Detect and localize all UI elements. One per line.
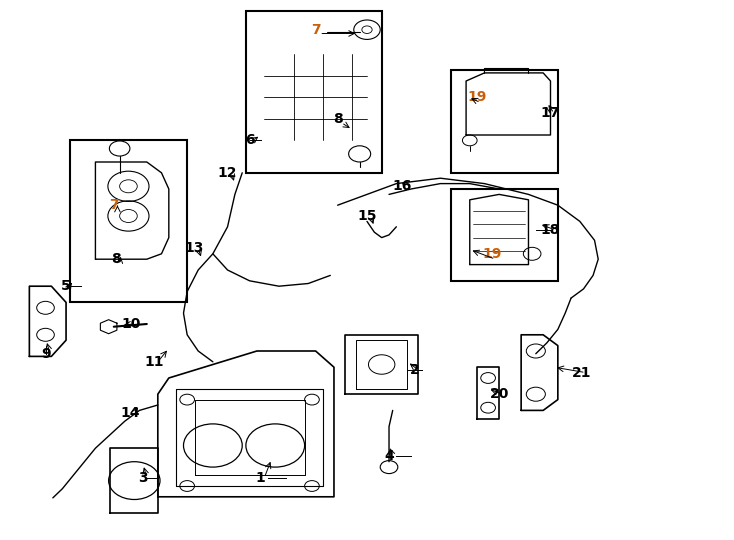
Text: 3: 3: [138, 471, 148, 485]
Text: 9: 9: [41, 347, 51, 361]
Text: 19: 19: [468, 90, 487, 104]
Text: 21: 21: [573, 366, 592, 380]
Text: 1: 1: [255, 471, 266, 485]
Text: 7: 7: [310, 23, 321, 37]
Text: 12: 12: [218, 166, 237, 180]
Text: 18: 18: [541, 222, 560, 237]
Bar: [246, 11, 382, 173]
Text: 15: 15: [357, 209, 377, 223]
Text: 6: 6: [244, 133, 255, 147]
Text: 19: 19: [482, 247, 501, 261]
Text: 16: 16: [393, 179, 412, 193]
Bar: [451, 70, 558, 173]
Text: 8: 8: [333, 112, 343, 126]
Text: 11: 11: [145, 355, 164, 369]
Text: 2: 2: [410, 363, 420, 377]
Text: 8: 8: [111, 252, 121, 266]
Text: 20: 20: [490, 387, 509, 401]
Text: 7: 7: [109, 198, 119, 212]
Text: 13: 13: [185, 241, 204, 255]
Bar: [451, 189, 558, 281]
Bar: [70, 140, 187, 302]
Text: 4: 4: [384, 449, 394, 463]
Text: 10: 10: [121, 317, 140, 331]
Text: 5: 5: [61, 279, 71, 293]
Text: 14: 14: [121, 406, 140, 420]
Text: 17: 17: [541, 106, 560, 120]
